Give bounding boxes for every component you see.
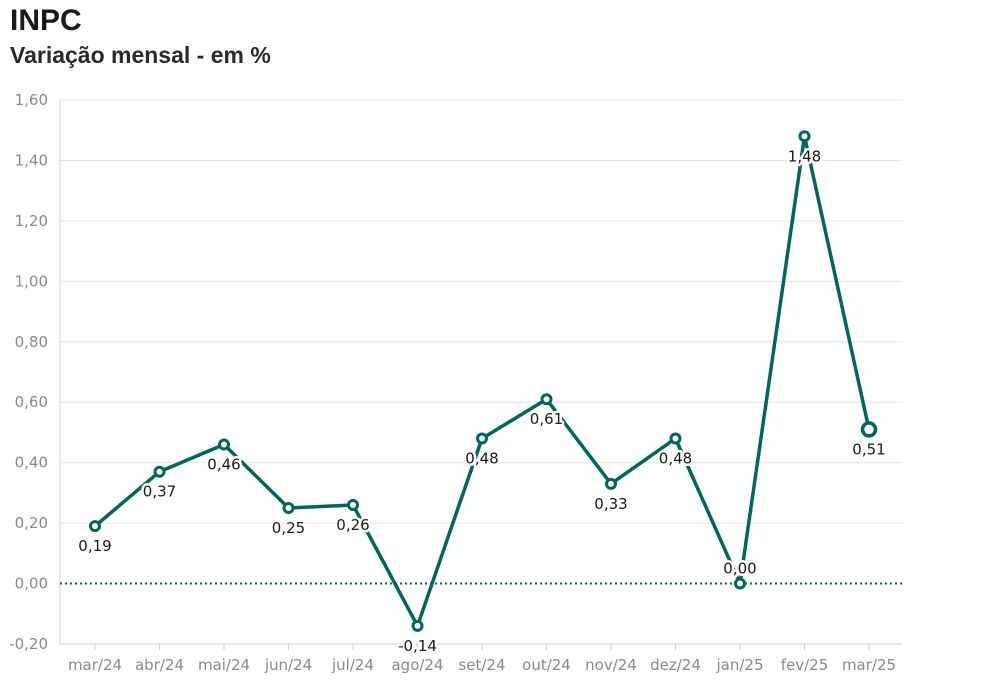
y-tick-label: -0,20 — [9, 635, 48, 653]
data-point — [860, 421, 878, 438]
y-tick-label: 0,80 — [15, 333, 48, 351]
data-point — [669, 432, 682, 445]
x-tick-label: jul/24 — [331, 656, 374, 674]
x-tick-label: fev/25 — [781, 656, 829, 674]
y-tick-label: 1,00 — [15, 272, 48, 290]
y-tick-label: 0,20 — [15, 514, 48, 532]
y-tick-label: 0,40 — [15, 454, 48, 472]
data-label: 1,48 — [788, 147, 821, 165]
data-point — [798, 130, 811, 143]
data-label: 0,61 — [530, 410, 563, 428]
data-label: -0,14 — [398, 637, 437, 655]
data-label-halo: 1,48 — [788, 147, 821, 165]
y-axis-ticks: -0,20 0,00 0,20 0,40 0,60 0,80 1,00 1,20 1,40 1,6… — [9, 91, 48, 653]
data-label: 0,48 — [659, 449, 692, 467]
x-tick-label: jan/25 — [715, 656, 763, 674]
x-tick-label: nov/24 — [585, 656, 637, 674]
data-points — [89, 130, 878, 632]
data-point — [89, 520, 101, 533]
data-label: 0,26 — [336, 516, 369, 534]
data-label-halo: 0,00 — [723, 560, 756, 578]
x-tick-label: mar/24 — [68, 656, 122, 674]
data-point — [540, 393, 553, 406]
data-label: 0,00 — [723, 560, 756, 578]
y-tick-label: 0,60 — [15, 393, 48, 411]
x-tick-label: abr/24 — [135, 656, 184, 674]
series-line — [93, 134, 871, 628]
y-tick-label: 1,20 — [15, 212, 48, 230]
data-label: 0,33 — [594, 495, 627, 513]
data-point — [605, 477, 617, 490]
data-point — [282, 502, 295, 514]
x-tick-label: jun/24 — [264, 656, 312, 674]
x-tick-label: mar/25 — [842, 656, 896, 674]
chart-title: INPC — [10, 4, 82, 37]
data-point — [218, 438, 230, 451]
chart-subtitle: Variação mensal - em % — [10, 42, 271, 68]
data-point — [476, 432, 488, 445]
data-label: 0,25 — [272, 519, 305, 537]
data-label: 0,37 — [143, 483, 176, 501]
data-label-halo: 0,51 — [852, 440, 885, 458]
data-label-halo: 0,19 — [78, 537, 111, 555]
data-label-halo: 0,46 — [207, 456, 240, 474]
data-label: 0,46 — [207, 456, 240, 474]
data-label-halo: 0,61 — [530, 410, 563, 428]
data-label-halo: 0,37 — [143, 483, 176, 501]
grid-lines — [59, 99, 902, 645]
y-tick-label: 1,40 — [15, 151, 48, 169]
data-point — [411, 619, 424, 632]
y-tick-label: 0,00 — [15, 575, 48, 593]
x-tick-label: dez/24 — [650, 656, 701, 674]
data-label-halo: 0,48 — [659, 449, 692, 467]
x-tick-label: ago/24 — [391, 656, 443, 674]
data-label-halo: 0,48 — [465, 449, 498, 467]
data-label-halo: 0,26 — [336, 516, 369, 534]
data-label: 0,19 — [78, 537, 111, 555]
data-label-halo: 0,33 — [594, 495, 627, 513]
data-point — [734, 577, 746, 590]
data-labels: 0,190,190,370,370,460,460,250,25 0,260,26… — [76, 145, 888, 658]
data-point — [347, 498, 359, 511]
x-axis-ticks: mar/24 abr/24 mai/24 jun/24 jul/24 ago/24 set/… — [68, 644, 896, 674]
data-label: 0,48 — [465, 449, 498, 467]
y-tick-label: 1,60 — [15, 91, 48, 109]
x-tick-label: set/24 — [458, 656, 505, 674]
x-tick-label: out/24 — [522, 656, 571, 674]
data-point — [153, 465, 166, 478]
data-label: 0,51 — [852, 440, 885, 458]
data-label-halo: 0,25 — [272, 519, 305, 537]
data-label-halo: -0,14 — [398, 637, 437, 655]
x-tick-label: mai/24 — [198, 656, 250, 674]
